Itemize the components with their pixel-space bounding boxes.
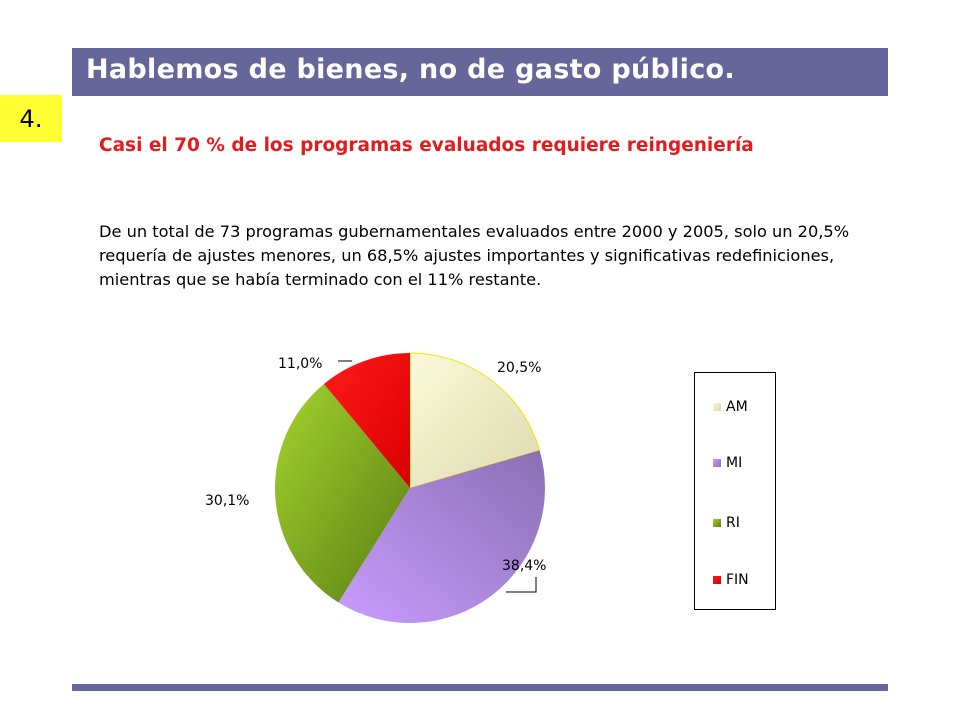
legend-item-mi: MI: [713, 455, 742, 471]
bottom-rule: [72, 684, 888, 691]
body-paragraph: De un total de 73 programas gubernamenta…: [99, 222, 850, 289]
pie-label-ri: 30,1%: [205, 493, 249, 509]
title-bar: Hablemos de bienes, no de gasto público.: [72, 48, 888, 96]
legend-swatch-mi: [713, 459, 721, 467]
pie-leader-mi: [506, 577, 537, 593]
pie-label-mi: 38,4%: [502, 558, 546, 574]
section-number: 4.: [0, 95, 62, 142]
legend-label-fin: FIN: [726, 572, 749, 588]
legend-label-ri: RI: [726, 515, 740, 531]
legend-label-am: AM: [726, 399, 748, 415]
legend-swatch-ri: [713, 519, 721, 527]
chart-legend: AM MI RI FIN: [694, 372, 776, 610]
legend-item-fin: FIN: [713, 572, 749, 588]
slide-subtitle: Casi el 70 % de los programas evaluados …: [99, 135, 754, 156]
legend-item-am: AM: [713, 399, 748, 415]
legend-item-ri: RI: [713, 515, 740, 531]
pie-label-fin: 11,0%: [278, 356, 322, 372]
pie-slice-mi: [338, 450, 546, 624]
legend-label-mi: MI: [726, 455, 743, 471]
pie-slice-fin: [323, 353, 410, 488]
pie-slice-am: [409, 352, 541, 489]
legend-swatch-am: [713, 403, 721, 411]
page-title: Hablemos de bienes, no de gasto público.: [86, 54, 735, 85]
legend-swatch-fin: [713, 576, 721, 584]
pie-slice-ri: [274, 383, 410, 603]
pie-label-am: 20,5%: [497, 360, 541, 376]
